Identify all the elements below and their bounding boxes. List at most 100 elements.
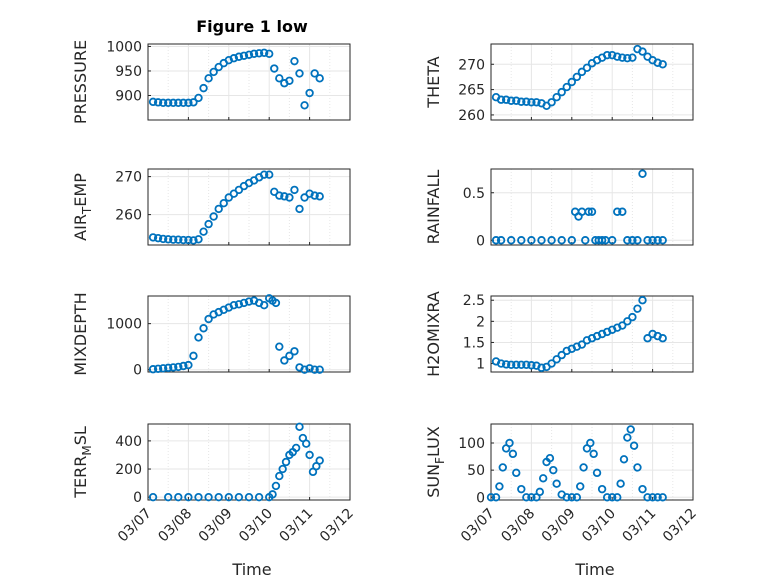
data-point xyxy=(169,363,178,372)
y-tick-label: 1 xyxy=(476,357,485,373)
data-point xyxy=(302,439,311,448)
data-point xyxy=(174,362,183,372)
data-point xyxy=(229,301,239,310)
data-point xyxy=(285,351,294,361)
data-point xyxy=(586,438,595,448)
plot-area xyxy=(491,424,693,500)
data-point xyxy=(290,347,299,356)
subplot-4: 0 0.5 RAINFALL xyxy=(424,168,694,249)
subplot-7: 0 200 400 03/07 03/08 03/09 03/10 03/11 03/12 TER… xyxy=(71,422,357,546)
data-point xyxy=(174,492,183,502)
data-point xyxy=(285,193,294,202)
data-point xyxy=(310,69,319,78)
y-axis-label: RAINFALL xyxy=(424,170,443,245)
data-point xyxy=(209,67,218,77)
data-point xyxy=(305,450,314,460)
data-point xyxy=(163,235,173,244)
data-point xyxy=(567,493,576,502)
subplot-5: 0 1000 MIXDEPTH xyxy=(71,292,351,379)
y-tick-label: 1000 xyxy=(106,39,142,55)
data-point xyxy=(199,227,208,236)
data-point xyxy=(638,47,647,56)
data-point xyxy=(648,236,657,245)
y-axis-label: AIRTEMP xyxy=(71,173,94,241)
x-tick-label: 03/11 xyxy=(277,506,317,546)
data-point xyxy=(259,48,269,58)
data-point xyxy=(613,207,622,216)
data-point xyxy=(527,98,536,107)
data-point xyxy=(310,191,319,200)
plot-area xyxy=(491,44,693,120)
data-point xyxy=(579,463,588,472)
data-point xyxy=(638,169,647,178)
y-tick-label: 0 xyxy=(476,490,485,506)
data-point xyxy=(557,350,566,360)
data-point xyxy=(498,463,507,472)
data-point xyxy=(658,236,667,245)
data-point xyxy=(300,365,309,374)
data-point xyxy=(653,58,662,67)
x-tick-label: 03/09 xyxy=(539,506,579,546)
data-point xyxy=(547,98,556,107)
data-point xyxy=(629,441,639,450)
data-point xyxy=(567,236,576,245)
y-tick-label: 265 xyxy=(458,83,485,99)
axes-box xyxy=(490,168,694,246)
data-point xyxy=(281,457,291,467)
data-point xyxy=(572,493,582,502)
data-point xyxy=(501,360,511,369)
data-point xyxy=(179,361,188,371)
axes-box xyxy=(490,423,694,501)
data-point xyxy=(577,67,587,77)
data-point xyxy=(179,98,188,108)
data-point xyxy=(628,312,637,322)
data-point xyxy=(562,493,571,502)
data-point xyxy=(552,479,561,488)
data-point xyxy=(545,454,555,463)
data-point xyxy=(194,492,203,502)
data-point xyxy=(623,433,632,442)
figure-title: Figure 1 low xyxy=(196,17,308,36)
y-axis-label: TERRMSL xyxy=(71,426,94,499)
data-point xyxy=(291,443,301,453)
y-tick-label: 900 xyxy=(115,88,142,104)
data-point xyxy=(507,96,516,105)
data-point xyxy=(254,492,264,502)
data-point xyxy=(643,334,652,343)
subplot-8: 0 50 100 03/07 03/08 03/09 03/10 03/11 03/12 SUNF… xyxy=(424,423,700,546)
y-tick-label: 0 xyxy=(476,233,485,249)
data-point xyxy=(209,212,218,221)
data-point xyxy=(501,95,511,104)
subplot-3: 260 270 AIRTEMP xyxy=(71,168,351,246)
data-point xyxy=(184,98,193,108)
data-point xyxy=(658,493,667,502)
data-point xyxy=(315,74,324,83)
data-point xyxy=(537,236,546,245)
data-point xyxy=(163,98,173,108)
data-point xyxy=(577,340,587,349)
y-tick-label: 50 xyxy=(467,463,485,479)
data-point xyxy=(153,233,163,243)
data-point xyxy=(204,492,213,502)
data-point xyxy=(271,298,281,308)
data-point xyxy=(148,365,158,374)
data-point xyxy=(268,490,277,499)
data-point xyxy=(179,235,188,245)
data-point xyxy=(315,365,324,374)
data-point xyxy=(572,72,582,82)
plot-area xyxy=(148,424,350,500)
y-tick-label: 270 xyxy=(115,170,142,186)
data-point xyxy=(623,317,632,326)
data-point xyxy=(552,92,561,102)
data-point xyxy=(153,98,163,107)
data-point xyxy=(618,207,627,216)
x-tick-label: 03/08 xyxy=(155,506,195,546)
data-point xyxy=(275,191,284,200)
x-tick-label: 03/10 xyxy=(236,506,276,546)
axes-box xyxy=(490,295,694,373)
data-point xyxy=(234,492,244,502)
x-tick-label: 03/10 xyxy=(579,506,619,546)
data-point xyxy=(295,69,304,78)
plot-area xyxy=(491,169,693,245)
data-point xyxy=(597,484,607,494)
